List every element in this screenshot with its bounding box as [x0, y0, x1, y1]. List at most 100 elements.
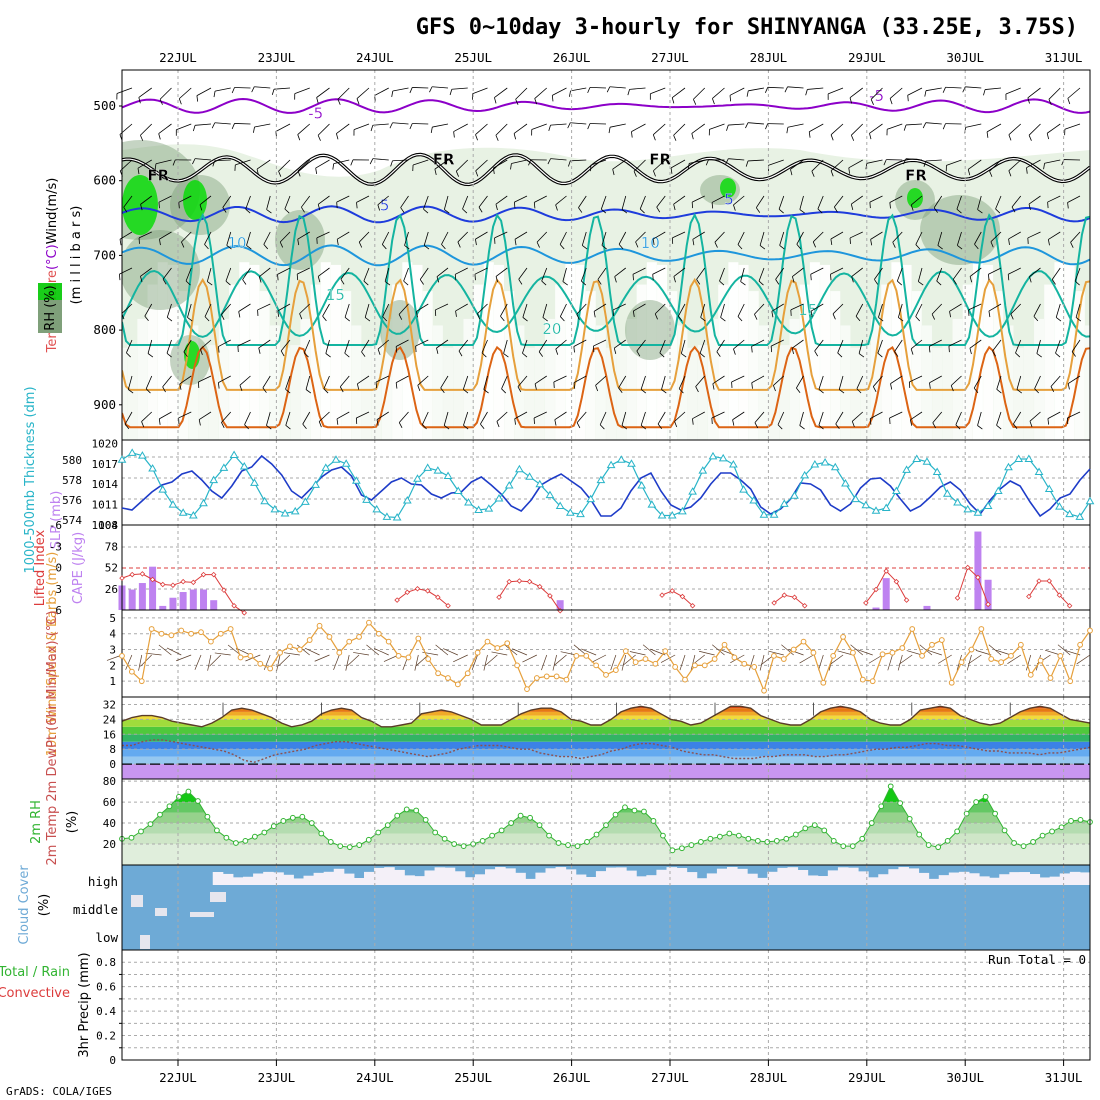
lifted-index-marker	[659, 592, 665, 598]
upper-wind-barb-flag	[796, 387, 801, 394]
upper-wind-barb-flag	[903, 124, 907, 131]
slp-marker	[627, 459, 636, 467]
lifted-index-marker	[180, 578, 186, 585]
upper-wind-barb	[936, 267, 943, 282]
upper-wind-barb-flag	[977, 209, 983, 214]
cloud-gap	[696, 878, 708, 885]
upper-wind-barb	[159, 87, 172, 100]
upper-wind-barb	[511, 159, 528, 164]
rh-marker	[479, 837, 486, 844]
upper-wind-barb	[443, 195, 449, 210]
upper-wind-barb-flag	[344, 352, 350, 358]
cloud-gap	[464, 877, 476, 885]
upper-wind-barb	[462, 195, 469, 210]
upper-wind-barb	[977, 195, 982, 210]
cloud-gap	[958, 871, 970, 885]
upper-wind-barb	[403, 267, 409, 282]
upper-wind-barb	[640, 375, 646, 390]
rh-marker	[356, 842, 363, 848]
upper-wind-barb	[1055, 339, 1061, 354]
lifted-index-marker	[689, 602, 696, 609]
upper-wind-barb	[855, 303, 864, 317]
surface-wind-barb	[491, 651, 508, 656]
slp-marker	[953, 498, 962, 506]
cloud-gap	[374, 867, 385, 885]
wind-speed-marker	[168, 632, 175, 639]
cloud-gap	[878, 874, 889, 885]
upper-wind-barb-flag	[850, 204, 854, 211]
lifted-index-marker	[241, 610, 248, 616]
upper-wind-barb-flag	[166, 352, 172, 358]
upper-wind-barb	[322, 303, 330, 317]
upper-wind-barb-flag	[463, 388, 469, 394]
rh-dry-column	[351, 325, 362, 440]
wind-speed-marker	[859, 676, 866, 683]
upper-wind-barb-flag	[475, 239, 477, 246]
wind-speed-marker	[514, 662, 521, 669]
upper-wind-barb-flag	[501, 388, 507, 394]
upper-wind-barb-flag	[1067, 202, 1069, 209]
lifted-index-marker	[669, 588, 675, 594]
upper-wind-barb-flag	[967, 169, 971, 176]
upper-wind-barb	[595, 375, 607, 386]
upper-wind-barb-flag	[832, 313, 836, 320]
rh-dry-column	[249, 264, 260, 440]
rh-marker	[1068, 818, 1074, 824]
upper-wind-barb-flag	[262, 387, 267, 393]
upper-wind-barb	[221, 411, 232, 423]
upper-wind-barb	[458, 339, 469, 352]
wind-speed-marker	[306, 637, 313, 643]
wind-speed-marker	[830, 652, 837, 659]
upper-wind-barb	[869, 123, 883, 134]
upper-wind-barb-flag	[894, 351, 899, 357]
rh-dry-column	[830, 291, 841, 440]
wind-speed-marker	[948, 679, 955, 686]
upper-wind-barb	[799, 195, 804, 210]
upper-wind-barb-flag	[587, 87, 591, 94]
cloud-unit: (%)	[37, 894, 52, 917]
cloud-gap	[212, 872, 224, 885]
surface-wind-barb	[209, 654, 222, 667]
pressure-tick: 800	[93, 322, 116, 337]
upper-wind-barb-flag	[693, 99, 697, 105]
cloud-gap	[777, 867, 788, 885]
upper-wind-barb	[336, 123, 350, 134]
rh-marker	[631, 807, 638, 814]
upper-wind-barb	[478, 195, 488, 208]
wind-speed-marker	[622, 648, 629, 655]
cloud-gap	[1079, 872, 1091, 885]
cape-tick: 26	[105, 583, 118, 596]
slp-marker	[892, 486, 901, 494]
cloud-gap	[706, 873, 718, 885]
surface-wind-barb	[145, 652, 162, 656]
upper-wind-barb-flag	[159, 99, 163, 105]
pressure-tick: 700	[93, 247, 116, 262]
upper-wind-barb	[910, 339, 923, 350]
upper-wind-barb-flag	[729, 95, 732, 102]
wind-speed-marker	[978, 626, 985, 632]
cloud-gap	[979, 876, 990, 885]
upper-wind-barb	[778, 195, 785, 210]
upper-wind-barb-flag	[285, 425, 291, 430]
rh-dry-column	[392, 284, 403, 440]
cloud-gap	[263, 871, 274, 885]
wind-speed-marker	[435, 670, 441, 677]
rh-dry-column	[330, 264, 341, 440]
upper-wind-barb	[317, 195, 330, 205]
upper-wind-barb-flag	[363, 280, 369, 286]
upper-wind-barb-flag	[818, 389, 824, 394]
upper-wind-barb-flag	[419, 279, 424, 285]
panel-frame	[121, 439, 1091, 526]
cloud-gap	[757, 877, 768, 885]
wind-speed-marker	[217, 630, 224, 637]
upper-wind-barb-flag	[746, 90, 749, 97]
upper-wind-barb	[771, 303, 784, 312]
upper-wind-barb	[957, 231, 962, 246]
upper-wind-barb	[597, 267, 607, 280]
rh-dry-column	[443, 347, 454, 440]
upper-wind-barb-flag	[1008, 170, 1012, 177]
upper-wind-barb	[453, 123, 468, 132]
li-tick: 3	[55, 583, 62, 596]
upper-wind-barb-flag	[263, 244, 269, 250]
upper-wind-barb	[1011, 195, 1022, 208]
